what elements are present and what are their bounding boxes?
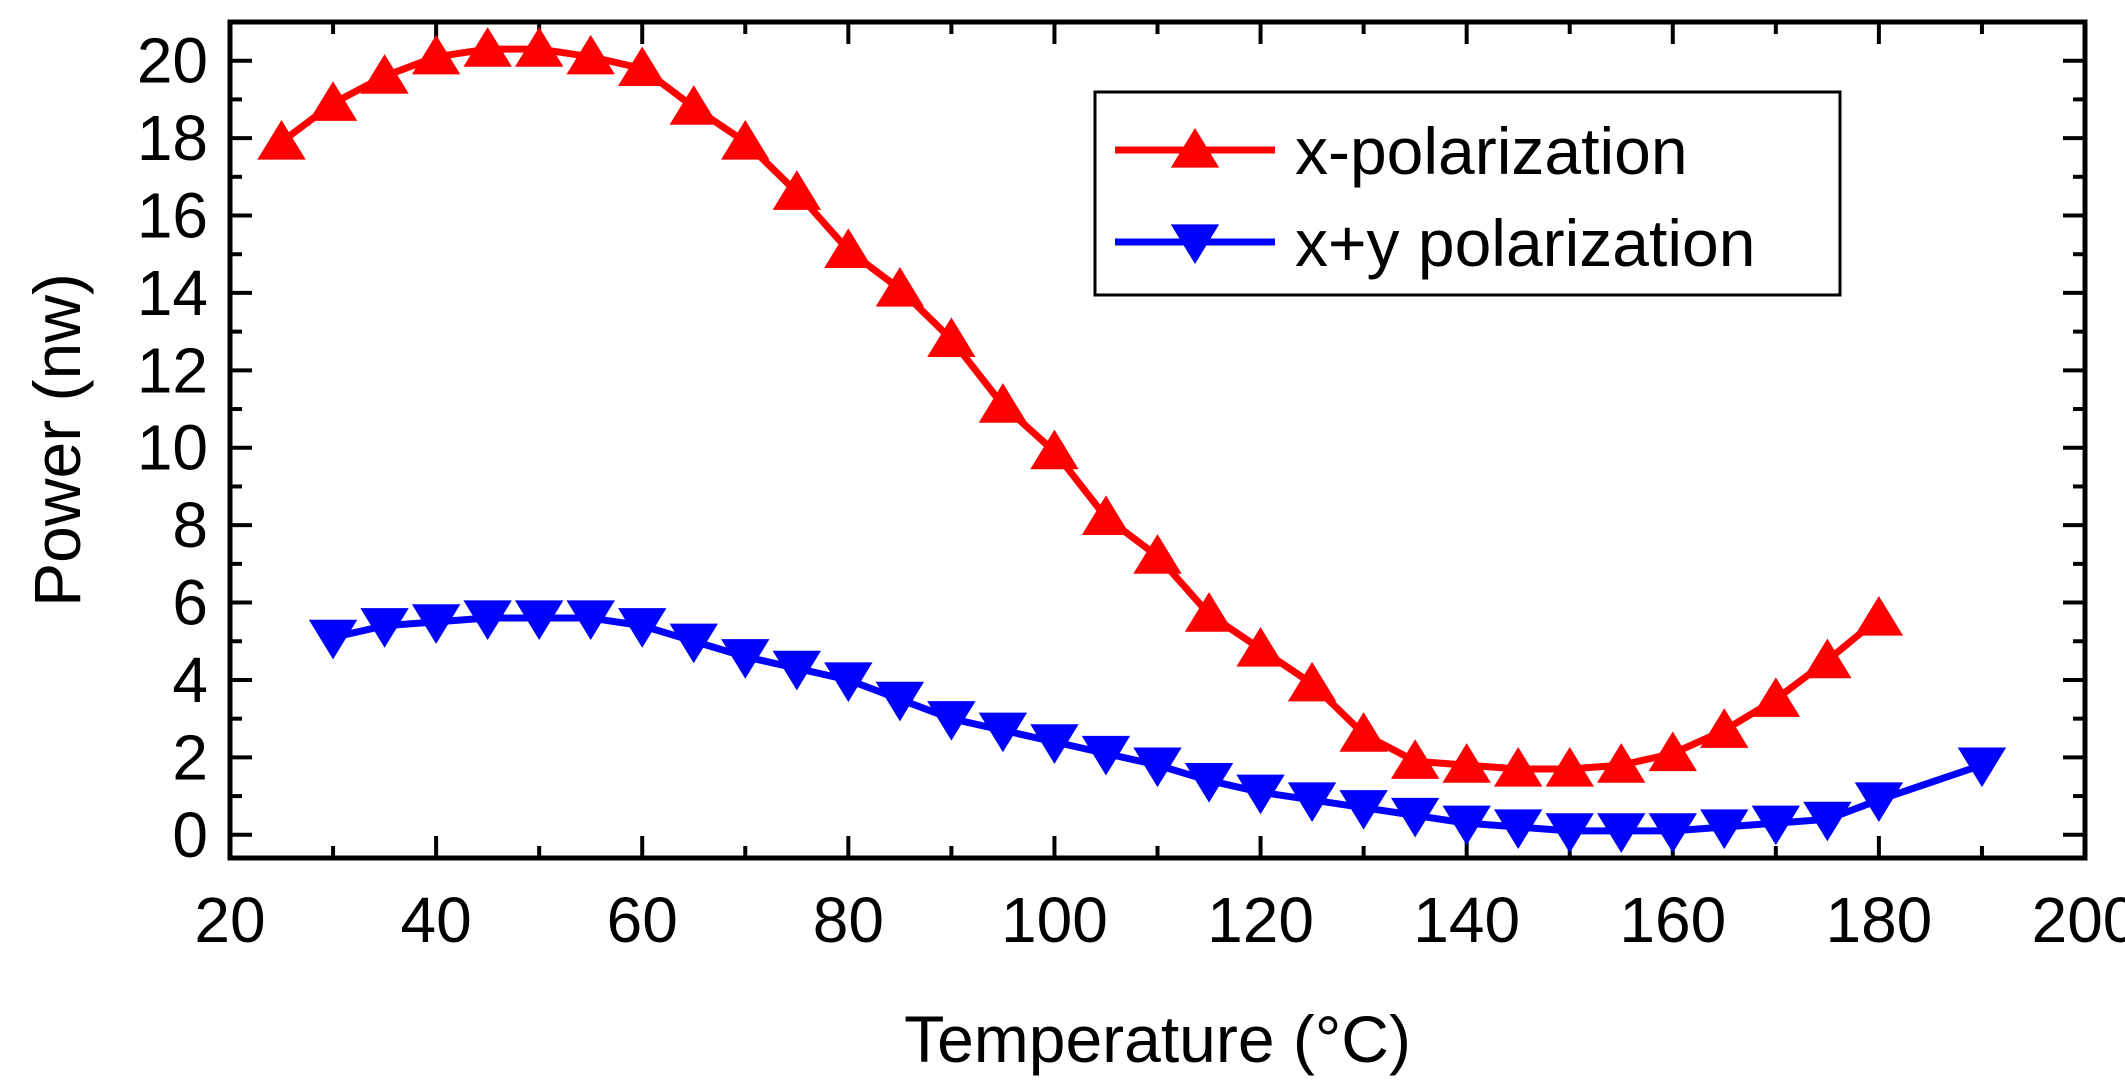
series-layer	[257, 27, 2007, 853]
data-point-x-y-polarization	[1236, 774, 1285, 815]
legend-box	[1093, 90, 1842, 297]
x-tick-label: 80	[813, 884, 884, 956]
data-point-x-polarization	[1390, 739, 1440, 779]
data-point-x-y-polarization	[721, 639, 770, 679]
data-point-x-polarization	[1803, 638, 1852, 679]
data-point-x-y-polarization	[1803, 801, 1852, 842]
data-point-x-polarization	[1545, 746, 1594, 787]
data-point-x-polarization	[1236, 627, 1285, 667]
y-tick-label: 12	[137, 334, 208, 406]
legend-label-x-y-polarization: x+y polarization	[1295, 206, 1755, 280]
y-tick-label: 0	[172, 799, 208, 871]
x-tick-label: 200	[2032, 884, 2125, 956]
data-point-x-polarization	[411, 34, 461, 75]
data-point-x-y-polarization	[1854, 782, 1904, 822]
data-point-x-y-polarization	[411, 604, 461, 644]
y-tick-label: 6	[172, 567, 208, 639]
data-point-x-polarization	[1287, 661, 1337, 702]
y-tick-label: 8	[172, 489, 208, 561]
x-tick-label: 60	[607, 884, 678, 956]
data-point-x-polarization	[1597, 743, 1646, 783]
data-point-x-y-polarization	[1751, 805, 1801, 846]
data-point-x-y-polarization	[1133, 747, 1182, 788]
x-tick-label: 120	[1207, 884, 1314, 956]
data-point-x-y-polarization	[1957, 747, 2007, 788]
data-point-x-polarization	[463, 27, 512, 67]
data-point-x-y-polarization	[1493, 809, 1543, 850]
plot-frame	[227, 19, 2088, 861]
x-tick-label: 40	[401, 884, 472, 956]
data-point-x-y-polarization	[875, 681, 925, 722]
data-point-x-polarization	[1493, 746, 1543, 787]
data-point-x-polarization	[875, 267, 925, 307]
data-point-x-y-polarization	[824, 662, 873, 702]
data-point-x-polarization	[1700, 708, 1749, 748]
data-point-x-y-polarization	[308, 619, 358, 660]
data-point-x-y-polarization	[1442, 805, 1491, 846]
x-tick-label: 140	[1413, 884, 1520, 956]
data-point-x-y-polarization	[1081, 735, 1131, 776]
data-point-x-y-polarization	[1545, 813, 1594, 853]
x-tick-labels: 20 40 60 80 100 120 140 160 180 200	[194, 884, 2125, 956]
data-point-x-polarization	[1854, 596, 1904, 636]
data-point-x-polarization	[1133, 534, 1182, 574]
y-tick-label: 14	[137, 257, 208, 329]
data-point-x-y-polarization	[1700, 809, 1749, 850]
data-point-x-y-polarization	[360, 608, 409, 648]
data-point-x-y-polarization	[514, 600, 564, 641]
data-point-x-y-polarization	[463, 600, 512, 641]
data-point-x-y-polarization	[1339, 790, 1388, 830]
x-tick-label: 100	[1001, 884, 1108, 956]
legend-marker-x-polarization	[1170, 128, 1220, 168]
data-point-x-polarization	[824, 228, 873, 268]
data-point-x-polarization	[566, 34, 615, 75]
data-point-x-y-polarization	[978, 712, 1028, 753]
data-point-x-y-polarization	[772, 650, 822, 691]
data-point-x-polarization	[514, 27, 564, 67]
data-point-x-y-polarization	[1030, 724, 1079, 764]
y-tick-label: 16	[137, 180, 208, 252]
data-point-x-y-polarization	[1390, 797, 1440, 838]
data-point-x-polarization	[618, 46, 667, 87]
data-point-x-y-polarization	[1648, 813, 1697, 853]
y-tick-label: 10	[137, 412, 208, 484]
legend: x-polarization x+y polarization	[1093, 90, 1842, 297]
data-point-x-y-polarization	[927, 701, 976, 741]
data-point-x-polarization	[978, 383, 1028, 423]
x-tick-label: 20	[194, 884, 265, 956]
y-tick-label: 18	[137, 102, 208, 174]
data-point-x-polarization	[772, 170, 822, 210]
y-axis-title: Power (nw)	[20, 273, 94, 607]
data-point-x-y-polarization	[566, 600, 615, 641]
data-point-x-polarization	[1648, 731, 1697, 772]
data-point-x-polarization	[1339, 712, 1388, 752]
data-point-x-polarization	[1030, 429, 1079, 470]
legend-label-x-polarization: x-polarization	[1295, 114, 1688, 188]
data-point-x-polarization	[721, 119, 770, 160]
x-tick-label: 160	[1619, 884, 1726, 956]
data-point-x-y-polarization	[1597, 813, 1646, 853]
data-point-x-y-polarization	[1287, 782, 1337, 822]
data-point-x-polarization	[257, 119, 306, 160]
data-point-x-polarization	[360, 54, 409, 94]
y-tick-label: 20	[137, 25, 208, 97]
data-point-x-polarization	[1184, 592, 1234, 632]
data-point-x-y-polarization	[1184, 762, 1234, 803]
data-point-x-y-polarization	[669, 623, 718, 664]
data-point-x-polarization	[308, 81, 358, 121]
y-tick-label: 2	[172, 721, 208, 793]
data-point-x-polarization	[669, 85, 718, 125]
legend-marker-x-y-polarization	[1170, 224, 1220, 264]
data-point-x-polarization	[1751, 677, 1801, 717]
y-tick-label: 4	[172, 644, 208, 716]
x-tick-label: 180	[1825, 884, 1932, 956]
data-point-x-y-polarization	[618, 608, 667, 648]
data-point-x-polarization	[1081, 495, 1131, 536]
x-axis-title: Temperature (°C)	[904, 1002, 1411, 1076]
data-point-x-polarization	[1442, 743, 1491, 783]
data-point-x-polarization	[927, 317, 976, 357]
